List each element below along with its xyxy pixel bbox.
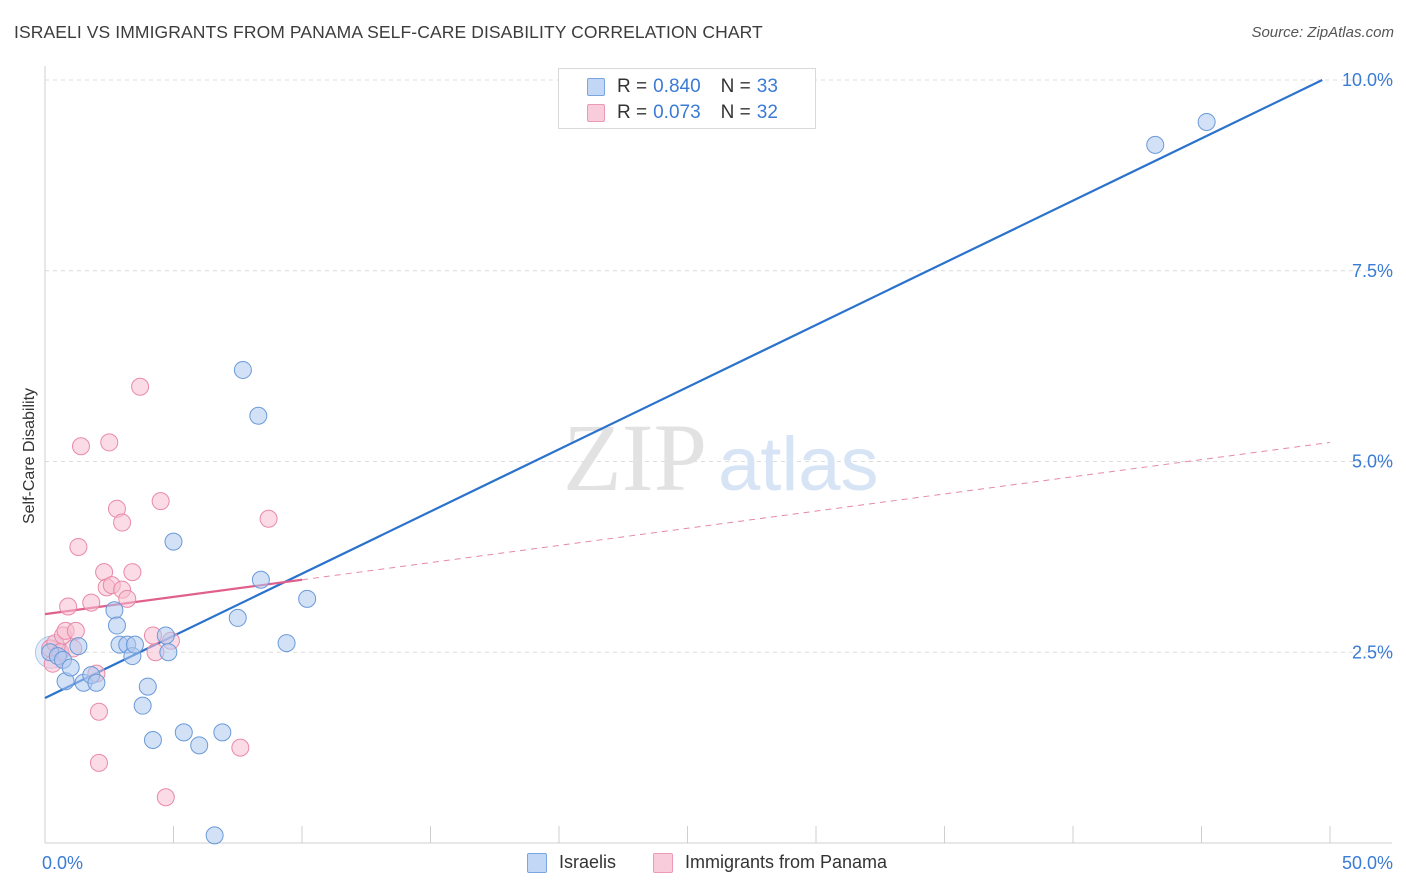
israelis-point [143, 730, 162, 749]
r-value: 0.073 [653, 102, 701, 123]
panama-trend-extension [301, 441, 1331, 581]
israelis-point [87, 673, 106, 692]
tick-labels: 2.5% 5.0% 7.5% 10.0% 0.0% 50.0% [42, 70, 1393, 873]
trend-lines [44, 79, 1331, 700]
israelis-point [105, 601, 124, 620]
israelis-trend-line [44, 79, 1323, 700]
panama-point [89, 702, 108, 721]
stats-legend: R = 0.840 N = 33 R = 0.073 N = 32 [558, 68, 816, 129]
panama-point [231, 738, 250, 757]
israelis-point [174, 723, 193, 742]
panama-point [71, 437, 90, 456]
israelis-point [133, 696, 152, 715]
legend-label-israelis: Israelis [559, 852, 617, 872]
axes [44, 66, 1392, 844]
israelis-legend-swatch [527, 852, 547, 873]
israelis-point [205, 826, 224, 845]
grid [45, 79, 1392, 653]
y-tick-label: 2.5% [1352, 642, 1393, 662]
israelis-point [233, 360, 252, 379]
panama-point [69, 537, 88, 556]
israelis-point [156, 626, 175, 645]
israelis-point [125, 635, 144, 654]
x-tick-label: 0.0% [42, 853, 83, 873]
legend-item-panama[interactable]: Immigrants from Panama [653, 852, 887, 873]
panama-legend-swatch [653, 852, 673, 873]
series-legend: Israelis Immigrants from Panama [0, 852, 1406, 878]
r-label: R = [617, 76, 648, 97]
israelis-point [61, 658, 80, 677]
panama-point [118, 589, 137, 608]
watermark-atlas: atlas [718, 422, 879, 507]
israelis-point [1197, 112, 1216, 131]
panama-point [82, 593, 101, 612]
israelis-point [69, 637, 88, 656]
israelis-point [138, 677, 157, 696]
stats-row-israelis: R = 0.840 N = 33 [587, 75, 778, 99]
panama-point [66, 621, 85, 640]
n-value: 32 [756, 102, 778, 123]
panama-swatch [587, 104, 605, 122]
watermark: ZIP atlas [563, 404, 879, 511]
panama-point [259, 509, 278, 528]
chart-title: ISRAELI VS IMMIGRANTS FROM PANAMA SELF-C… [14, 22, 763, 42]
panama-point [59, 597, 78, 616]
n-label: N = [720, 76, 751, 97]
stats-row-panama: R = 0.073 N = 32 [587, 101, 778, 125]
israelis-point [228, 608, 247, 627]
r-value: 0.840 [653, 76, 701, 97]
israelis-point [251, 570, 270, 589]
israelis-point [277, 634, 296, 653]
panama-point [123, 563, 142, 582]
israelis-point [107, 616, 126, 635]
israelis-point [159, 643, 178, 662]
israelis-swatch [587, 78, 605, 96]
panama-point [131, 377, 150, 396]
x-tick-label: 50.0% [1342, 853, 1393, 873]
watermark-zip: ZIP [563, 404, 707, 511]
data-points [34, 112, 1216, 845]
israelis-point [164, 532, 183, 551]
y-tick-label: 10.0% [1342, 70, 1393, 90]
y-tick-label: 7.5% [1352, 261, 1393, 281]
israelis-point [298, 589, 317, 608]
panama-point [113, 513, 132, 532]
panama-point [151, 492, 170, 511]
israelis-point [190, 736, 209, 755]
israelis-point [1146, 135, 1165, 154]
legend-item-israelis[interactable]: Israelis [527, 852, 616, 873]
n-label: N = [720, 102, 751, 123]
source-label: Source: ZipAtlas.com [1251, 24, 1394, 41]
legend-label-panama: Immigrants from Panama [685, 852, 888, 872]
n-value: 33 [756, 76, 778, 97]
panama-point [156, 788, 175, 807]
r-label: R = [617, 102, 648, 123]
panama-point [100, 433, 119, 452]
y-tick-label: 5.0% [1352, 452, 1393, 472]
israelis-point [213, 723, 232, 742]
panama-point [89, 753, 108, 772]
israelis-point [249, 406, 268, 425]
